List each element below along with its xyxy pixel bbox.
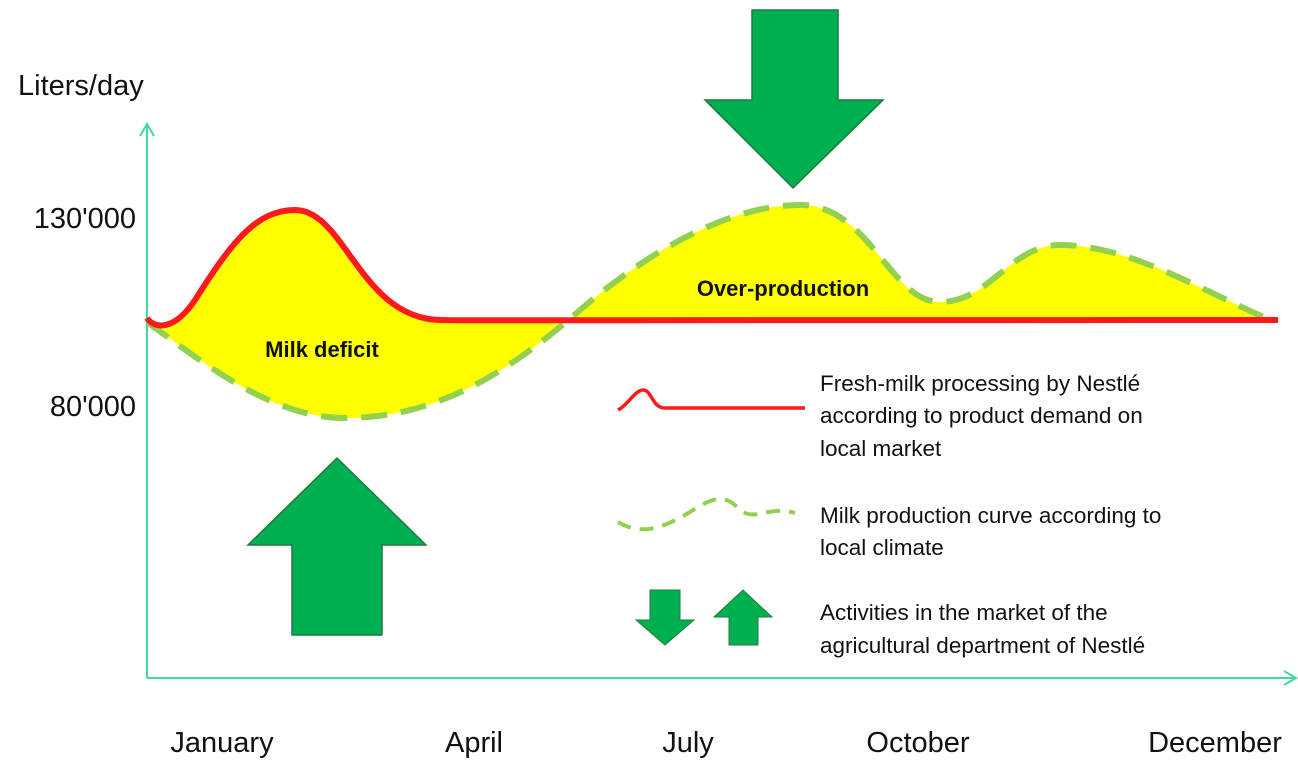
legend-dashed-line [616,497,796,532]
x-label: December [1148,727,1282,759]
legend-text: according to product demand on [820,403,1143,428]
x-label: October [866,727,969,759]
legend-text: local climate [820,535,944,560]
axes [139,122,1298,686]
legend-text: Activities in the market of the [820,600,1108,625]
processing-curve [144,206,1279,329]
up-arrow [246,456,428,636]
y-tick-label: 80'000 [50,391,136,423]
down-arrow [703,9,885,190]
y-axis-arrow [139,122,155,137]
legend-up-arrow [712,589,774,646]
x-label: April [445,727,503,759]
y-tick-label: 130'000 [34,203,136,235]
legend-text: local market [820,436,942,461]
legend-text: Milk production curve according to [820,503,1161,528]
legend-text: Fresh-milk processing by Nestlé [820,371,1140,396]
x-label: January [170,727,274,759]
difference-area [147,205,1275,418]
legend-red-line [617,388,805,412]
legend-down-arrow [634,589,696,646]
annotation: Over-production [697,276,869,301]
legend-text: agricultural department of Nestlé [820,633,1145,658]
x-axis-arrow [1283,670,1298,686]
x-label: July [662,727,714,759]
y-axis-label: Liters/day [18,70,144,102]
production-curve [145,201,1277,422]
annotation: Milk deficit [265,337,379,362]
